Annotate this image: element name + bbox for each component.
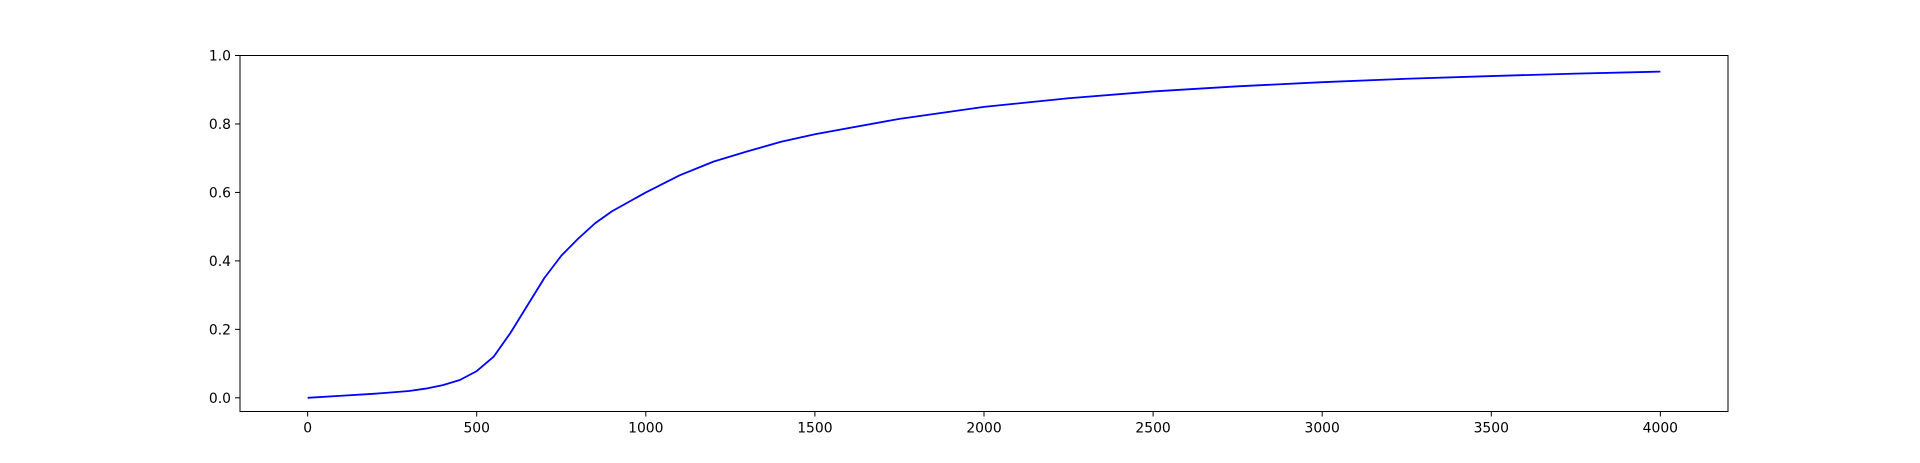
x-tick-label: 2500: [1135, 421, 1170, 437]
x-tick-label: 4000: [1643, 421, 1678, 437]
x-tick-label: 3000: [1305, 421, 1340, 437]
axes-frame: [239, 55, 1729, 412]
plot-area: [240, 55, 1728, 412]
y-tick-label: 0.2: [209, 322, 231, 338]
x-tick-label: 1000: [628, 421, 663, 437]
y-tick-label: 0.4: [209, 254, 231, 270]
y-tick-label: 0.0: [209, 391, 231, 407]
x-tick-label: 2000: [966, 421, 1001, 437]
y-tick-label: 1.0: [209, 49, 231, 65]
x-tick-label: 0: [303, 421, 312, 437]
y-tick-label: 0.8: [209, 117, 231, 133]
y-axis: 0.0 0.2 0.4 0.6 0.8 1.0: [209, 49, 240, 407]
x-axis: 0 500 1000 1500 2000 2500 3000 3500 4000: [303, 411, 1678, 437]
y-tick-label: 0.6: [209, 185, 231, 201]
x-tick-label: 1500: [797, 421, 832, 437]
x-tick-label: 500: [463, 421, 490, 437]
x-tick-label: 3500: [1474, 421, 1509, 437]
series-layer: [307, 70, 1661, 399]
series-line-0: [307, 70, 1661, 399]
